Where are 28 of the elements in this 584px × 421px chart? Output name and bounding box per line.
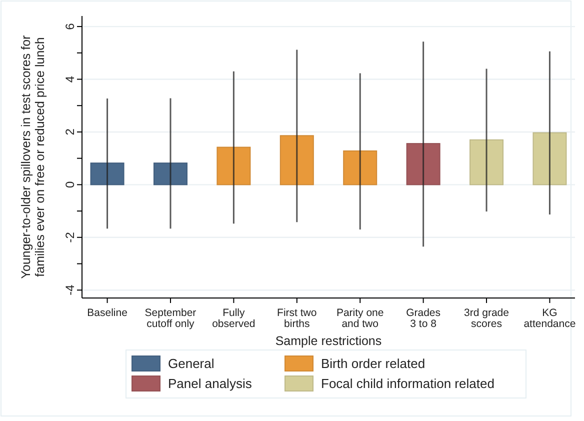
bar — [470, 139, 504, 186]
bar — [532, 132, 567, 186]
bar — [280, 135, 314, 186]
y-tick-label: 6 — [63, 22, 77, 30]
x-tick-label: KG attendance — [524, 307, 576, 330]
y-tick-label: 4 — [63, 76, 77, 83]
x-tick-label: September cutoff only — [144, 307, 197, 330]
x-tick-label: Grades 3 to 8 — [406, 307, 441, 330]
x-tick-label: 3rd grade scores — [464, 307, 510, 330]
bar — [406, 143, 440, 186]
x-tick-label: Parity one and two — [336, 307, 384, 330]
legend-label: Panel analysis — [168, 376, 252, 391]
legend-label: Birth order related — [321, 356, 426, 371]
bar — [90, 162, 124, 186]
x-axis-title: Sample restrictions — [275, 334, 382, 348]
legend-label: Focal child information related — [321, 376, 494, 391]
x-tick-label: First two births — [277, 307, 317, 330]
y-tick-label: 0 — [63, 181, 77, 188]
bar — [153, 162, 188, 186]
x-tick-label: Baseline — [87, 307, 128, 319]
legend-label: General — [168, 356, 214, 371]
y-tick-label: 2 — [63, 128, 77, 136]
y-tick-label: -4 — [63, 284, 77, 296]
y-axis-title: Younger-to-older spillovers in test scores for families ever on free or reduced price lunch — [19, 35, 47, 279]
bar — [216, 146, 251, 186]
y-tick-label: -2 — [63, 232, 77, 243]
bar — [343, 150, 378, 186]
x-tick-label: Fully observed — [212, 307, 256, 330]
